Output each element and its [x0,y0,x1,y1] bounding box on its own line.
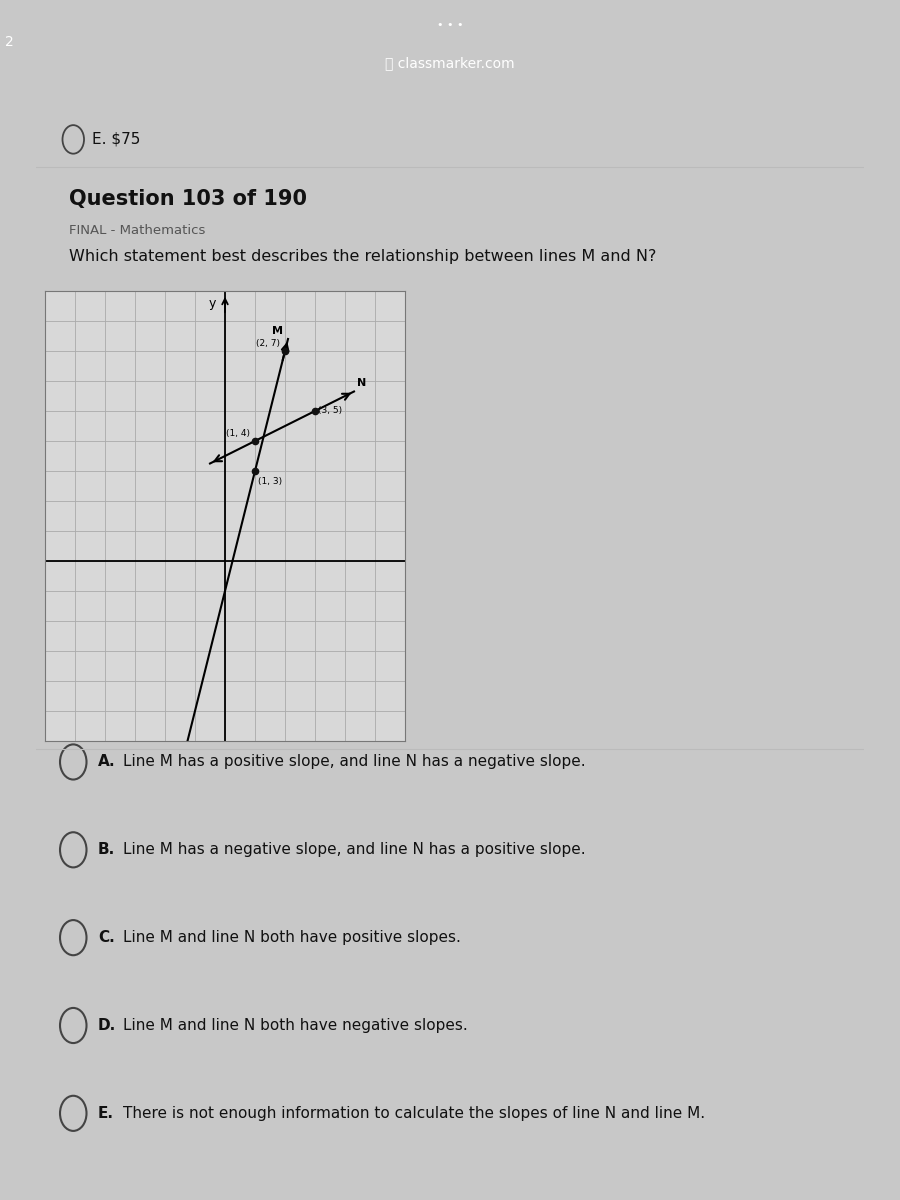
Text: Line M has a negative slope, and line N has a positive slope.: Line M has a negative slope, and line N … [123,842,586,857]
Text: There is not enough information to calculate the slopes of line N and line M.: There is not enough information to calcu… [123,1106,705,1121]
Text: C.: C. [98,930,115,946]
Text: (1, 3): (1, 3) [258,476,282,486]
Text: (1, 4): (1, 4) [227,428,250,438]
Text: A.: A. [98,755,116,769]
Text: 2: 2 [4,35,13,49]
Text: Line M and line N both have negative slopes.: Line M and line N both have negative slo… [123,1018,468,1033]
Text: Which statement best describes the relationship between lines M and N?: Which statement best describes the relat… [69,250,656,264]
Text: B.: B. [98,842,115,857]
Text: y: y [209,296,216,310]
Text: E. $75: E. $75 [93,132,140,146]
Text: D.: D. [98,1018,116,1033]
Text: (2, 7): (2, 7) [256,338,281,348]
Text: (3, 5): (3, 5) [318,407,342,415]
Text: Question 103 of 190: Question 103 of 190 [69,188,307,209]
Text: Line M has a positive slope, and line N has a negative slope.: Line M has a positive slope, and line N … [123,755,586,769]
Text: FINAL - Mathematics: FINAL - Mathematics [69,224,205,236]
Text: • • •: • • • [436,20,464,30]
Text: Line M and line N both have positive slopes.: Line M and line N both have positive slo… [123,930,461,946]
Text: E.: E. [98,1106,114,1121]
Text: ⚿ classmarker.com: ⚿ classmarker.com [385,56,515,70]
Text: M: M [272,326,283,336]
Text: N: N [357,378,366,389]
